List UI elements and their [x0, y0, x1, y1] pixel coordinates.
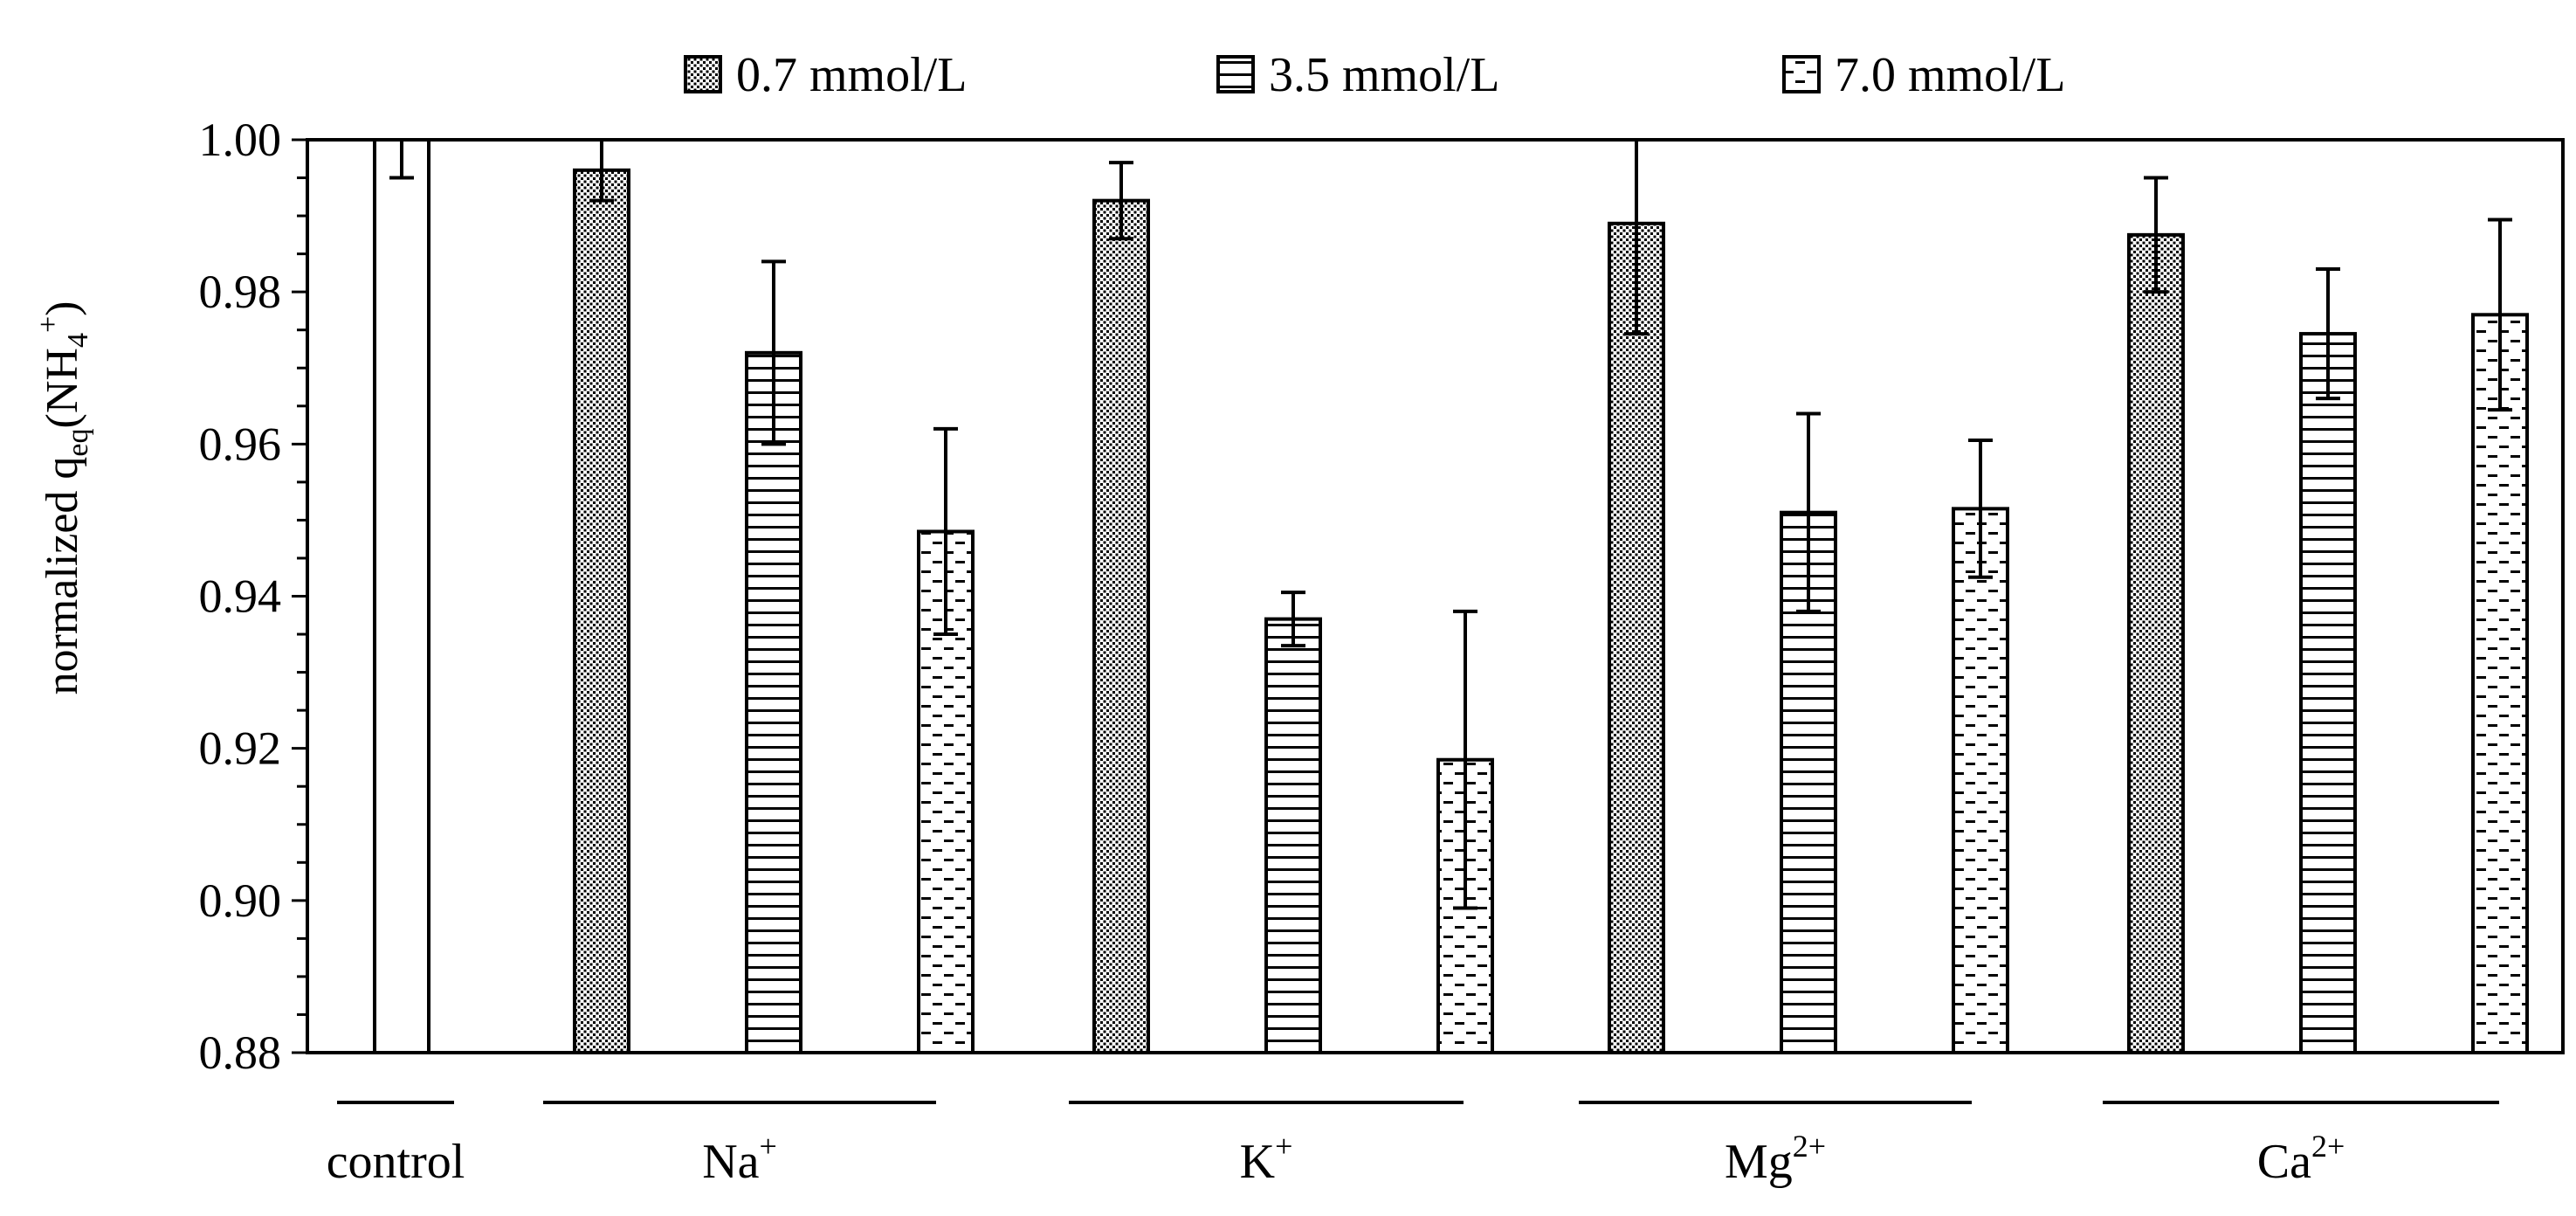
error-bar-ca-2 [2316, 267, 2340, 401]
legend-swatch-hlines [1216, 55, 1255, 93]
x-label-control: control [327, 1135, 465, 1189]
x-label-charge: 2+ [1793, 1129, 1826, 1164]
y-tick-label: 0.90 [199, 874, 282, 927]
bar-mg-3 [1952, 507, 2009, 1054]
x-label-ca: Ca2+ [2257, 1129, 2345, 1189]
y-tick-label: 0.94 [199, 570, 282, 623]
bar-na-1 [573, 168, 630, 1055]
error-bar-mg-2 [1796, 411, 1821, 613]
error-bar-na-1 [589, 138, 614, 203]
error-bar-k-1 [1109, 161, 1133, 241]
plot-frame [306, 138, 2565, 1054]
x-label-charge: 2+ [2311, 1129, 2345, 1164]
y-tick-label: 0.92 [199, 722, 282, 775]
legend-label: 0.7 mmol/L [736, 48, 967, 102]
legend-item: 0.7 mmol/L [684, 48, 967, 102]
plot-area [306, 138, 2565, 1055]
error-bar-ca-1 [2144, 176, 2168, 294]
bar-k-1 [1092, 198, 1150, 1054]
x-label-ion: Na [702, 1135, 759, 1189]
y-axis-label-main: normalized q [38, 457, 87, 695]
bar-ca-1 [2127, 232, 2185, 1054]
y-tick-label: 1.00 [199, 114, 282, 166]
error-bar-k-2 [1281, 591, 1305, 648]
legend-label: 7.0 mmol/L [1835, 48, 2065, 102]
legend-item: 3.5 mmol/L [1216, 48, 1499, 102]
error-bar-na-3 [933, 426, 958, 637]
bar-na-3 [917, 529, 975, 1054]
x-label-na: Na+ [702, 1129, 777, 1189]
bar-control [373, 138, 430, 1054]
error-bar-mg-3 [1968, 438, 1993, 579]
y-axis-label-species: (NH [38, 348, 87, 428]
y-axis-label-sub: eq [62, 428, 94, 456]
legend-item: 7.0 mmol/L [1782, 48, 2065, 102]
x-label-ion: Mg [1725, 1135, 1793, 1189]
legend-label: 3.5 mmol/L [1269, 48, 1499, 102]
x-label-k: K+ [1240, 1129, 1293, 1189]
x-label-mg: Mg2+ [1725, 1129, 1826, 1189]
y-axis-label: normalized qeq(NH4+) [32, 301, 94, 695]
x-label-charge: + [759, 1129, 776, 1164]
y-axis: 0.88 0.90 0.92 0.94 0.96 0.98 1.00 [199, 114, 307, 1079]
y-axis-label-close: ) [38, 301, 87, 316]
legend-swatch-dashes [1782, 55, 1821, 93]
bar-ca-2 [2299, 332, 2357, 1054]
bar-k-2 [1264, 617, 1322, 1054]
x-label-ion: K [1240, 1135, 1275, 1189]
y-tick-label: 0.96 [199, 418, 282, 470]
y-tick-label: 0.98 [199, 266, 282, 318]
y-tick-label: 0.88 [199, 1026, 282, 1079]
y-axis-label-species-sup: + [32, 316, 65, 333]
bar-ca-3 [2471, 313, 2529, 1054]
x-axis: control Na+ K+ Mg2+ Ca2+ [327, 1101, 2499, 1189]
y-axis-label-species-sub: 4 [62, 333, 94, 348]
error-bar-control [389, 140, 414, 180]
legend-swatch-dots [684, 55, 722, 93]
error-bar-k-3 [1453, 609, 1477, 910]
bar-mg-1 [1608, 221, 1665, 1054]
bar-na-2 [745, 350, 802, 1055]
error-bar-na-2 [761, 259, 786, 446]
x-label-ion: Ca [2257, 1135, 2311, 1189]
x-label-charge: + [1275, 1129, 1292, 1164]
legend: 0.7 mmol/L 3.5 mmol/L 7.0 mmol/L [684, 48, 2065, 102]
error-bar-mg-1 [1624, 140, 1649, 336]
error-bar-ca-3 [2488, 218, 2512, 412]
